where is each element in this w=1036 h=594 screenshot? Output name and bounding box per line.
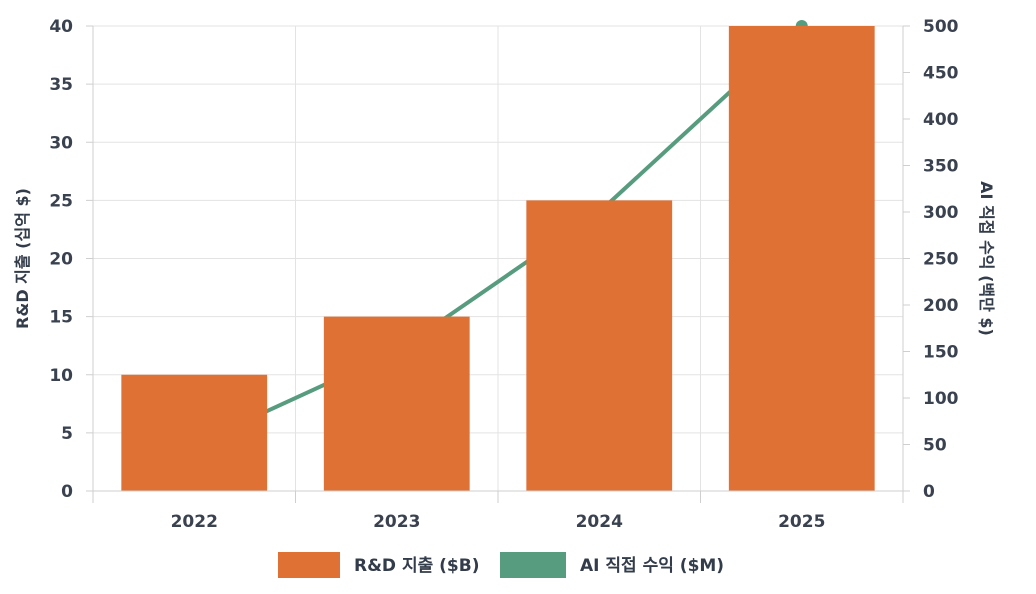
left-axis-tick-label: 40 [49, 17, 73, 37]
left-axis-tick-label: 25 [49, 191, 73, 211]
bar-2023 [323, 316, 470, 491]
x-axis-tick-label: 2024 [576, 512, 623, 532]
right-axis-tick-label: 0 [923, 482, 935, 502]
x-axis-tick-label: 2023 [373, 512, 420, 532]
right-axis-title: AI 직접 수익 (백만 $) [977, 181, 996, 336]
bar-series [121, 26, 875, 491]
right-axis-tick-label: 450 [923, 64, 959, 84]
axes: 0510152025303540050100150200250300350400… [13, 17, 996, 532]
right-axis-tick-label: 350 [923, 157, 959, 177]
legend-label-bar: R&D 지출 ($B) [354, 556, 479, 576]
left-axis-tick-label: 5 [61, 424, 73, 444]
right-axis-tick-label: 150 [923, 343, 959, 363]
left-axis-tick-label: 0 [61, 482, 73, 502]
legend-swatch-bar [278, 552, 340, 578]
right-axis-tick-label: 250 [923, 250, 959, 270]
right-axis-tick-label: 100 [923, 389, 959, 409]
left-axis-tick-label: 15 [49, 308, 73, 328]
right-axis-tick-label: 300 [923, 203, 959, 223]
right-axis-tick-label: 50 [923, 436, 947, 456]
right-axis-tick-label: 200 [923, 296, 959, 316]
left-axis-tick-label: 20 [49, 250, 73, 270]
legend-label-line: AI 직접 수익 ($M) [580, 556, 724, 576]
bar-2025 [728, 26, 875, 491]
left-axis-title: R&D 지출 (십억 $) [13, 188, 32, 329]
x-axis-tick-label: 2022 [171, 512, 218, 532]
legend: R&D 지출 ($B) AI 직접 수익 ($M) [278, 552, 724, 578]
x-axis-tick-label: 2025 [778, 512, 825, 532]
legend-swatch-line [500, 552, 566, 578]
line-path [192, 24, 804, 447]
left-axis-tick-label: 30 [49, 133, 73, 153]
right-axis-tick-label: 400 [923, 110, 959, 130]
bar-2022 [121, 374, 268, 491]
left-axis-tick-label: 35 [49, 75, 73, 95]
right-axis-tick-label: 500 [923, 17, 959, 37]
left-axis-tick-label: 10 [49, 366, 73, 386]
bar-2024 [526, 200, 673, 491]
